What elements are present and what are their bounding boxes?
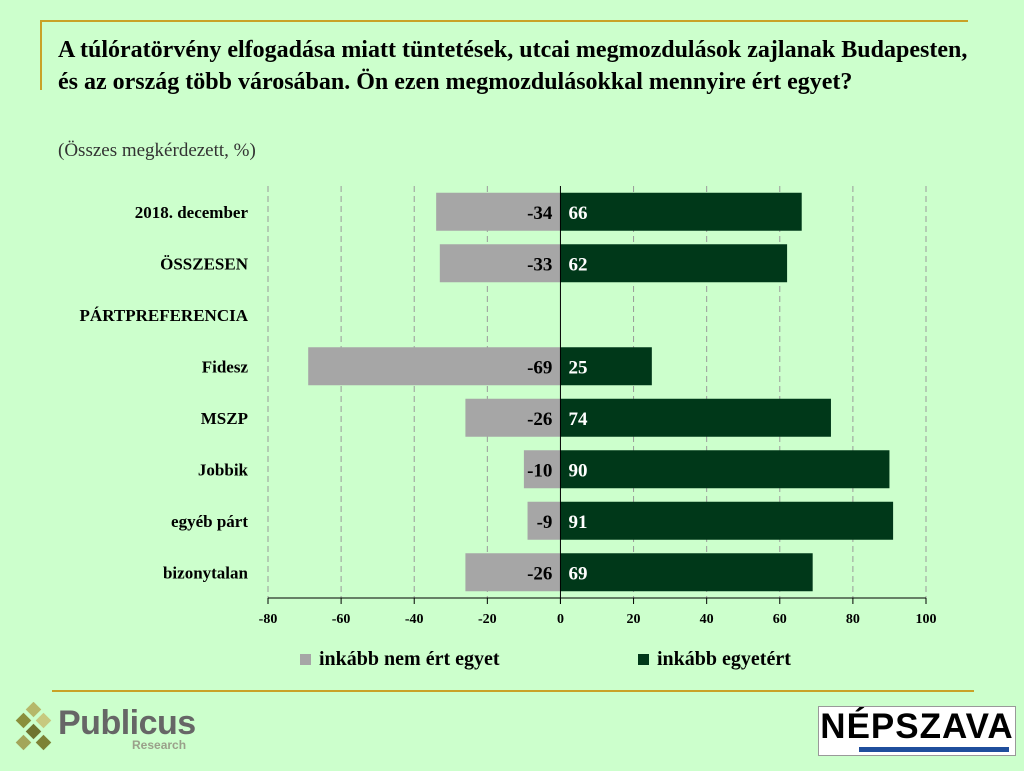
x-tick-label: -20 [478,612,497,627]
category-label: 2018. december [135,203,249,222]
title-left-rule [40,20,42,90]
value-label-negative: -10 [527,460,552,481]
nepszava-name: NÉPSZAVA [820,707,1014,746]
bottom-rule [52,690,974,692]
bar-chart: 2018. december ÖSSZESEN PÁRTPREFERENCIA Fid… [80,186,937,627]
chart-title: A túlóratörvény elfogadása miatt tünteté… [58,37,968,95]
bar-negative [465,398,561,437]
legend-label-negative: inkább nem ért egyet [319,648,500,670]
bar-positive [560,501,894,540]
category-label: MSZP [201,409,248,428]
value-label-positive: 74 [568,409,588,430]
legend-item-positive: inkább egyetért [638,648,791,671]
bar-positive [560,244,788,283]
nepszava-bar [859,747,1009,752]
value-label-negative: -9 [537,512,553,533]
publicus-logo: Publicus Research [12,700,202,760]
nepszava-logo: NÉPSZAVA [818,706,1016,756]
value-label-negative: -26 [527,409,552,430]
category-label: bizonytalan [163,563,249,582]
value-label-negative: -34 [527,203,553,224]
bar-positive [560,192,802,231]
bar-positive [560,347,652,386]
legend-label-positive: inkább egyetért [657,648,791,670]
chart-subtitle: (Összes megkérdezett, %) [58,140,256,161]
x-tick-label: 40 [700,612,714,627]
legend-swatch-negative [300,654,311,665]
value-label-positive: 66 [568,203,587,224]
value-label-positive: 62 [568,254,587,275]
value-label-negative: -33 [527,254,552,275]
value-label-positive: 25 [568,357,587,378]
bar-negative [308,347,561,386]
bar-positive [560,553,813,592]
x-tick-label: 60 [773,612,787,627]
x-tick-label: 20 [627,612,641,627]
x-axis: -80 -60 -40 -20 0 20 40 60 80 100 [259,597,937,627]
category-labels: 2018. december ÖSSZESEN PÁRTPREFERENCIA Fid… [80,203,249,583]
publicus-diamond-icon [15,702,52,751]
category-label: egyéb párt [171,512,248,531]
legend-item-negative: inkább nem ért egyet [300,648,500,671]
value-labels: -34 66 -33 62 -69 25 -26 74 -10 90 -9 91 -26 69 [527,203,588,585]
value-label-positive: 90 [568,460,587,481]
legend-swatch-positive [638,654,649,665]
value-label-negative: -69 [527,357,552,378]
category-label: ÖSSZESEN [160,254,249,273]
bar-positive [560,398,831,437]
bar-negative [527,501,561,540]
bars [308,192,894,592]
x-tick-label: -60 [332,612,351,627]
bar-negative [439,244,561,283]
bar-negative [436,192,561,231]
value-label-positive: 69 [568,563,587,584]
value-label-positive: 91 [568,512,587,533]
x-tick-label: 100 [916,612,937,627]
x-tick-label: -40 [405,612,424,627]
top-rule [40,20,968,22]
publicus-name: Publicus [58,704,196,742]
publicus-sub: Research [132,738,187,752]
x-tick-label: 0 [557,612,564,627]
legend: inkább nem ért egyet inkább egyetért [0,648,1024,678]
category-label: PÁRTPREFERENCIA [80,306,249,325]
bar-positive [560,450,890,489]
x-tick-label: 80 [846,612,860,627]
x-tick-label: -80 [259,612,278,627]
bar-negative [465,553,561,592]
bar-negative [523,450,561,489]
value-label-negative: -26 [527,563,552,584]
category-label: Jobbik [198,460,249,479]
category-label: Fidesz [202,357,249,376]
